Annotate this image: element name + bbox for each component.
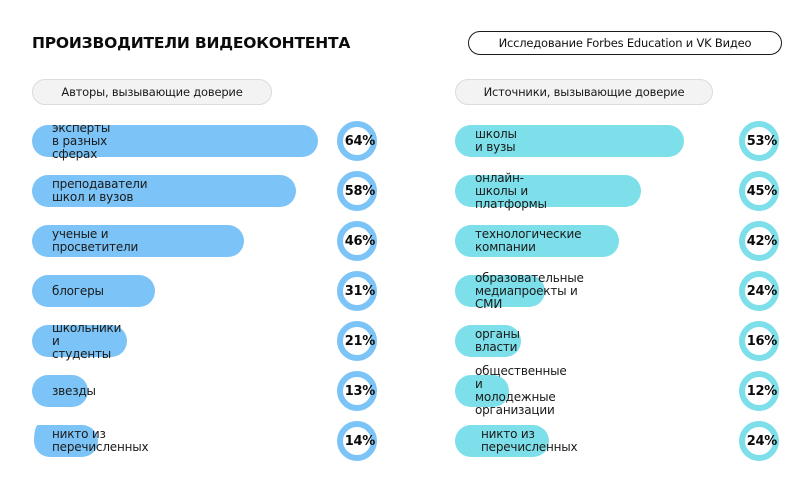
percent-ring: 12% (739, 371, 779, 411)
bar (32, 375, 88, 407)
bar (32, 325, 127, 357)
bar (34, 425, 98, 457)
section-heading-authors: Авторы, вызывающие доверие (32, 79, 272, 105)
bar-label: никто из перечисленных (481, 427, 578, 454)
percent-value: 42% (746, 233, 778, 249)
percent-ring: 53% (739, 121, 779, 161)
bar-label: общественные и молодежные организации (475, 364, 567, 417)
bar (455, 175, 641, 207)
bar-label: преподаватели школ и вузов (52, 177, 148, 204)
bar-label: школы и вузы (475, 127, 517, 154)
bar (455, 425, 549, 457)
percent-ring: 58% (337, 171, 377, 211)
percent-value: 24% (746, 433, 778, 449)
percent-value: 53% (746, 133, 778, 149)
page-title: ПРОИЗВОДИТЕЛИ ВИДЕОКОНТЕНТА (32, 34, 351, 52)
bar-label: эксперты в разных сферах (52, 120, 111, 161)
bar-label: ученые и просветители (52, 227, 139, 254)
percent-ring: 45% (739, 171, 779, 211)
bar (32, 275, 155, 307)
bar (455, 375, 509, 407)
bar-label: никто из перечисленных (52, 427, 149, 454)
percent-value: 46% (344, 233, 376, 249)
bar-label: звезды (52, 383, 96, 398)
percent-ring: 21% (337, 321, 377, 361)
percent-ring: 42% (739, 221, 779, 261)
bar (455, 275, 545, 307)
percent-value: 13% (344, 383, 376, 399)
percent-value: 14% (344, 433, 376, 449)
bar (32, 125, 318, 157)
percent-value: 16% (746, 333, 778, 349)
bar-label: школьники и студенты (52, 320, 122, 361)
bar-label: образовательные медиапроекты и СМИ (475, 270, 584, 311)
percent-ring: 13% (337, 371, 377, 411)
percent-value: 12% (746, 383, 778, 399)
percent-value: 64% (344, 133, 376, 149)
section-heading-sources: Источники, вызывающие доверие (455, 79, 713, 105)
percent-value: 21% (344, 333, 376, 349)
percent-value: 24% (746, 283, 778, 299)
bar-label: блогеры (52, 283, 104, 298)
bar-label: технологические компании (475, 227, 582, 254)
percent-value: 58% (344, 183, 376, 199)
percent-ring: 16% (739, 321, 779, 361)
percent-value: 31% (344, 283, 376, 299)
percent-ring: 14% (337, 421, 377, 461)
percent-ring: 46% (337, 221, 377, 261)
bar-label: онлайн-школы и платформы (475, 170, 547, 211)
bar (455, 325, 521, 357)
bar (455, 125, 684, 157)
percent-value: 45% (746, 183, 778, 199)
percent-ring: 64% (337, 121, 377, 161)
source-badge: Исследование Forbes Education и VK Видео (468, 31, 782, 55)
bar-label: органы власти (475, 327, 520, 354)
percent-ring: 31% (337, 271, 377, 311)
bar (32, 175, 296, 207)
bar (455, 225, 619, 257)
percent-ring: 24% (739, 421, 779, 461)
bar (32, 225, 244, 257)
percent-ring: 24% (739, 271, 779, 311)
